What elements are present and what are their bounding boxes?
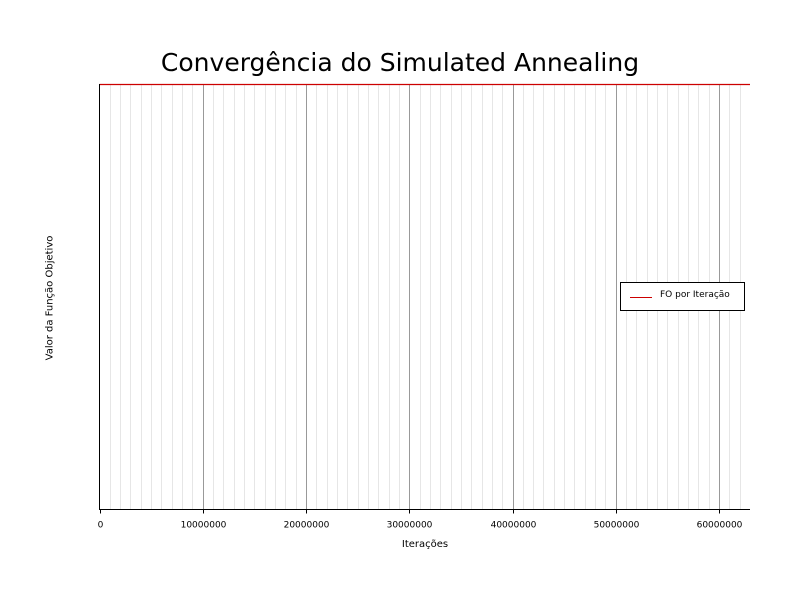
x-ticks: 0 10000000 20000000 30000000 40000000 5000000… [98, 509, 743, 531]
x-tick-label: 20000000 [284, 521, 330, 531]
x-tick-label: 0 [98, 521, 104, 531]
chart-title: Convergência do Simulated Annealing [160, 48, 640, 77]
x-tick-label: 30000000 [387, 521, 433, 531]
minor-grid [110, 84, 741, 510]
major-grid [203, 84, 720, 510]
x-tick-label: 10000000 [181, 521, 227, 531]
legend-swatch-fo [630, 297, 652, 298]
legend-label-fo: FO por Iteração [660, 290, 730, 300]
x-axis-label: Iterações [401, 539, 449, 550]
x-tick-label: 40000000 [491, 521, 537, 531]
legend: FO por Iteração [620, 282, 745, 311]
x-tick-label: 60000000 [697, 521, 743, 531]
x-tick-label: 50000000 [594, 521, 640, 531]
y-axis-label: Valor da Função Objetivo [44, 235, 56, 361]
